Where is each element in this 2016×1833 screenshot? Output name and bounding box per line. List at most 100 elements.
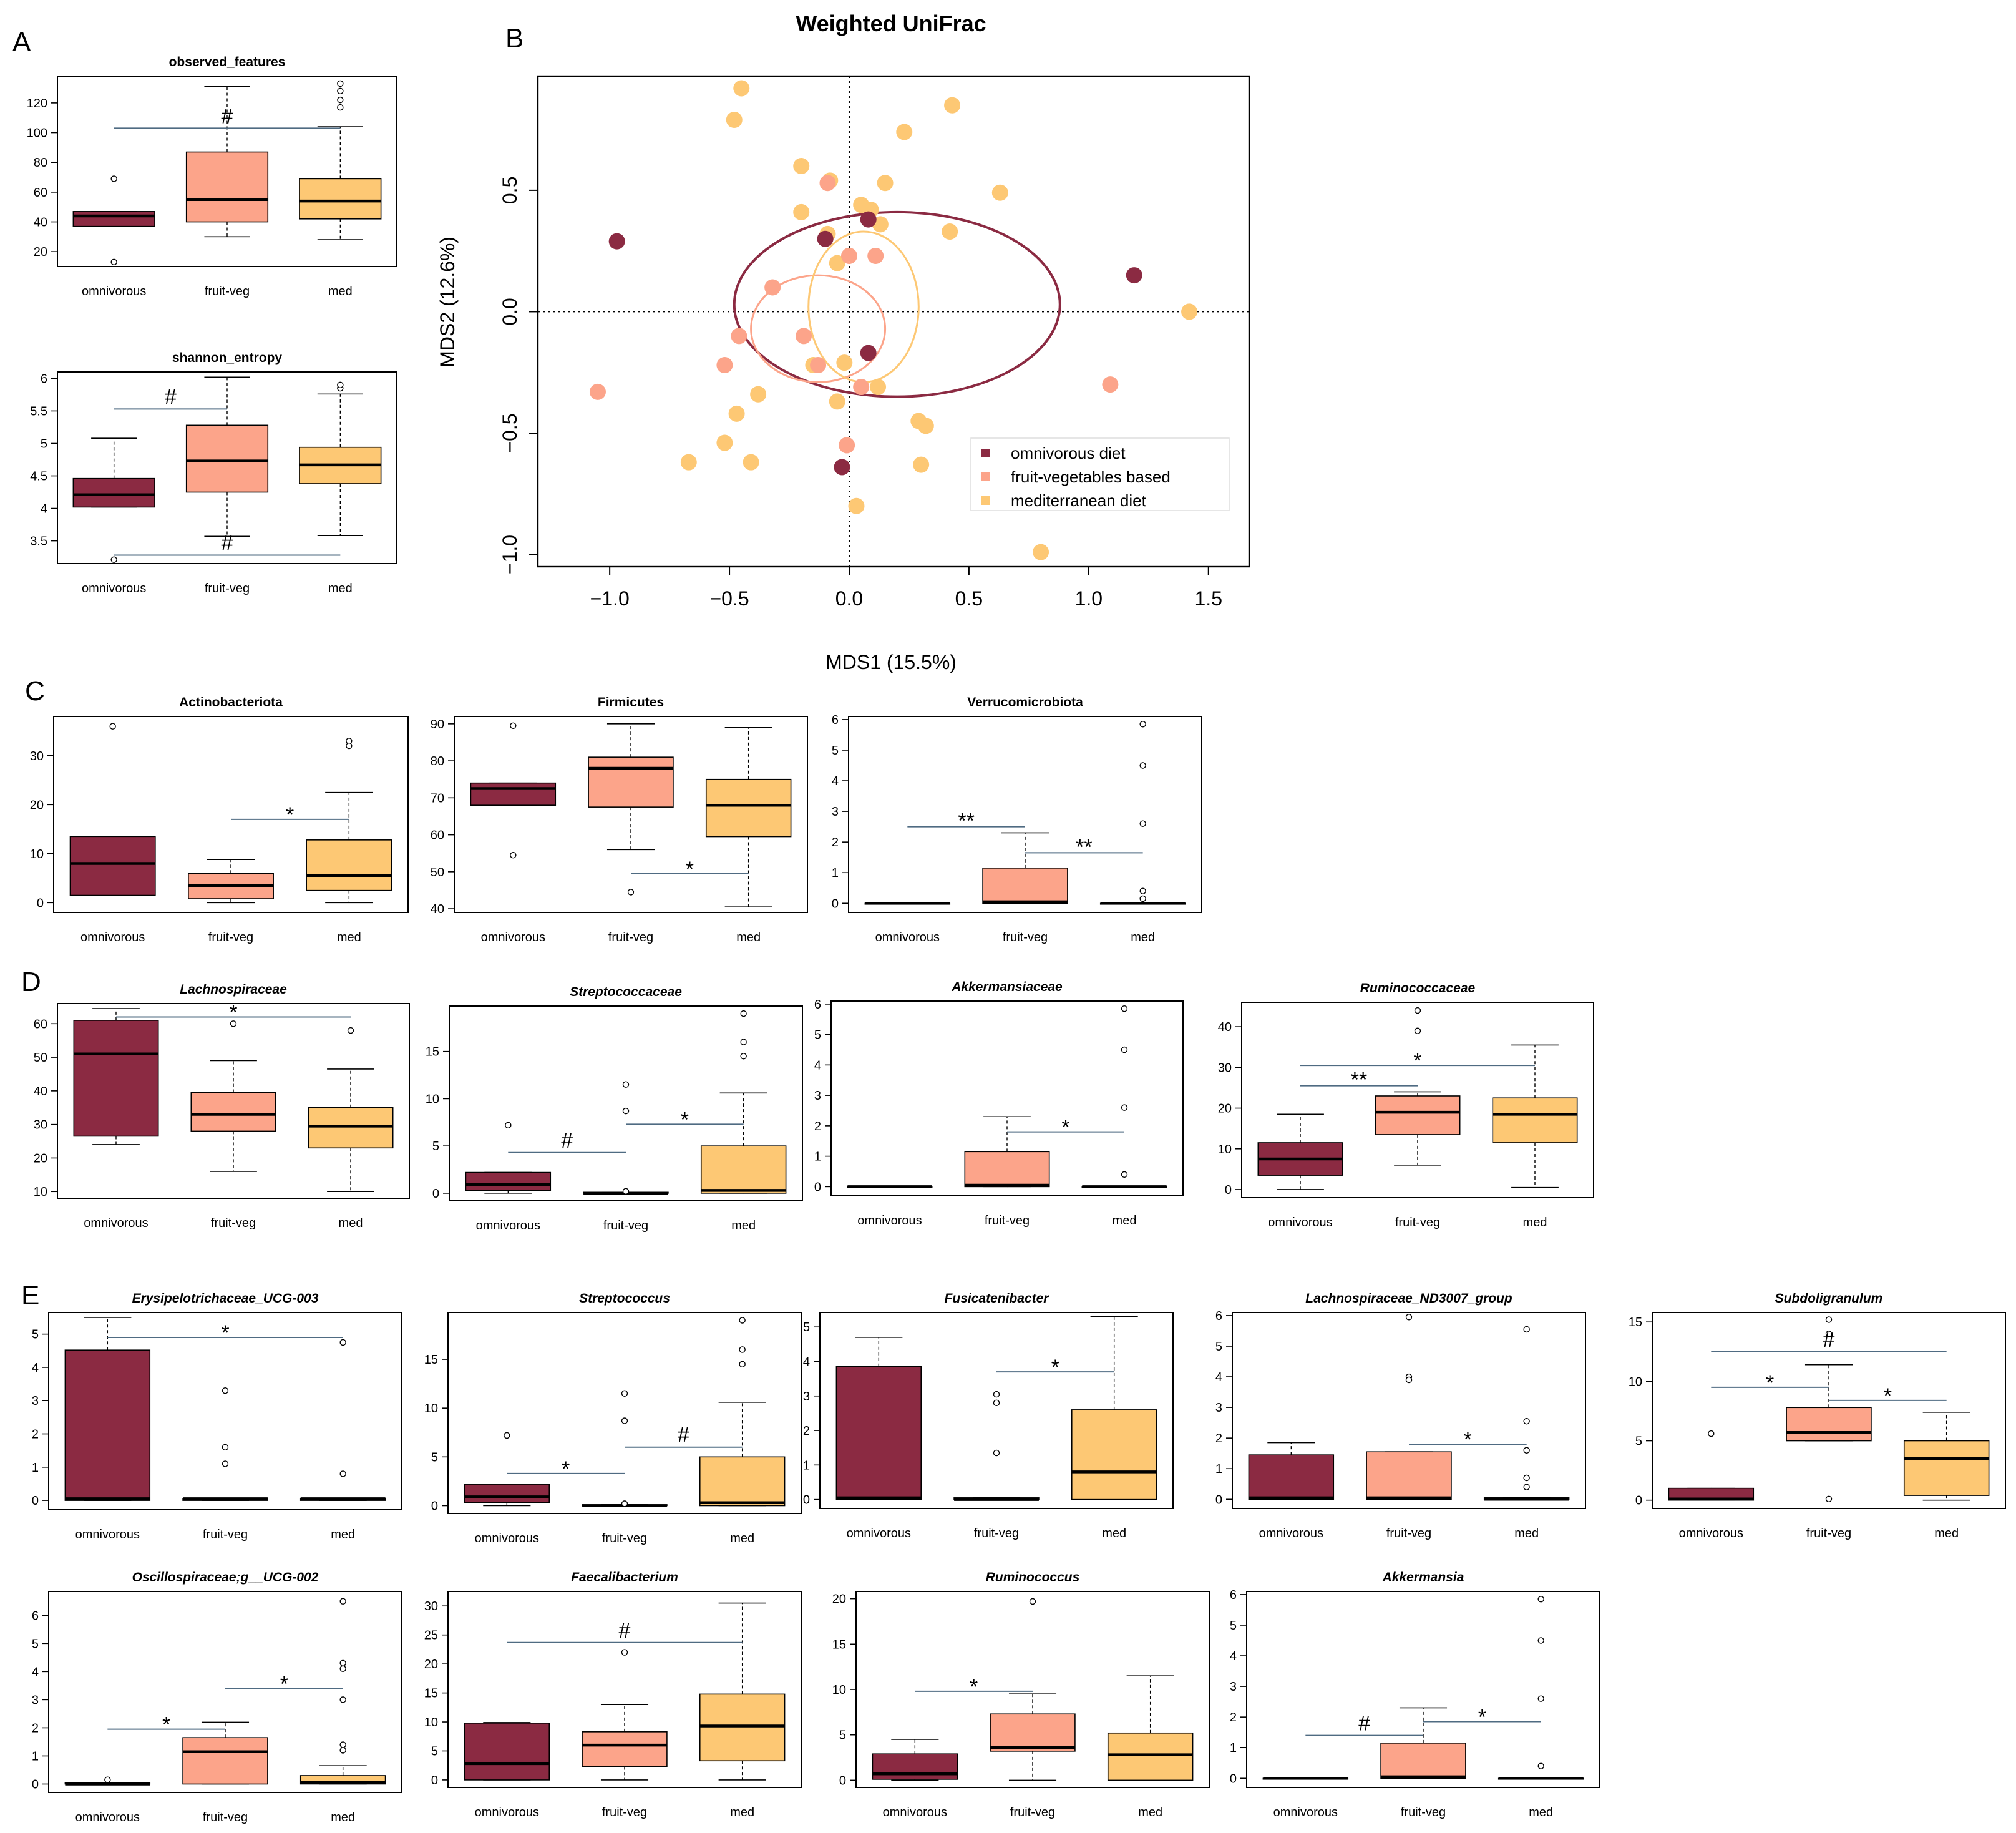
scatter-point-med [750,386,767,403]
box-fruit-veg [185,424,269,493]
y-tick-label: 3.5 [30,535,47,549]
outlier-point [1523,1484,1530,1490]
plot-frame [819,1312,1174,1509]
significance-label: * [562,1457,570,1481]
y-tick-label: 6 [1215,1309,1222,1323]
x-category-label: med [1529,1806,1553,1819]
box-med [705,778,792,838]
scatter-point-med [870,379,887,396]
y-tick-label: 0 [839,1774,846,1787]
significance-label: # [1358,1712,1370,1736]
x-category-label: omnivorous [84,1216,148,1230]
scatter-point-fruit_veg [589,383,606,400]
plot-frame [1652,1312,2006,1509]
outlier-point [339,1696,346,1703]
y-tick-label: 0 [32,1494,39,1508]
scatter-point-fruit_veg [853,379,870,396]
x-category-label: fruit-veg [208,931,253,944]
legend-box [970,437,1230,511]
scatter-point-med [716,434,733,451]
y-tick-label: 20 [30,798,44,812]
y-tick-label: 0.5 [499,177,521,204]
outlier-point [337,80,344,87]
plot-title: Actinobacteriota [179,695,283,710]
box-omnivorous [465,1171,552,1191]
outlier-point [1537,1596,1544,1603]
outlier-point [1139,895,1146,902]
x-category-label: med [1131,931,1155,944]
scatter-point-fruit_veg [716,357,733,374]
outlier-point [627,889,635,896]
y-axis-label: MDS2 (12.6%) [436,237,459,368]
y-tick-label: 5 [41,437,47,451]
outlier-point [740,1039,747,1045]
x-category-label: med [731,1219,756,1233]
scatter-point-med [942,223,958,240]
x-category-label: fruit-veg [211,1216,256,1230]
box-fruit-veg [1786,1407,1872,1442]
outlier-point [339,1665,346,1673]
y-tick-label: 30 [30,750,44,763]
scatter-point-fruit_veg [839,437,855,454]
x-category-label: omnivorous [1268,1216,1332,1229]
outlier-point [339,1741,346,1748]
y-tick-label: 120 [27,97,47,110]
x-category-label: omnivorous [82,582,146,595]
plot-frame [1232,1312,1586,1509]
outlier-point [347,1027,354,1034]
outlier-point [621,1390,628,1397]
outlier-point [505,1122,512,1129]
y-tick-label: 0 [814,1180,821,1194]
x-category-label: fruit-veg [1386,1527,1431,1540]
outlier-point [1537,1762,1544,1769]
y-tick-label: 4 [803,1356,810,1369]
x-category-label: fruit-veg [985,1214,1030,1228]
box-med [308,1107,394,1149]
box-med [1903,1440,1990,1496]
plot-title: Verrucomicrobiota [967,695,1083,710]
y-tick-label: 5 [432,1140,439,1153]
y-tick-label: 20 [34,245,47,259]
y-tick-label: 5 [1635,1435,1642,1449]
outlier-point [993,1449,1000,1457]
scatter-point-med [793,157,810,174]
y-tick-label: 0 [803,1493,810,1507]
outlier-point [739,1317,746,1324]
box-omnivorous [72,477,155,508]
y-tick-label: 2 [803,1424,810,1438]
y-tick-label: 6 [814,998,821,1012]
scatter-point-med [726,112,743,129]
y-tick-label: 20 [34,1151,47,1165]
y-tick-label: 20 [424,1658,438,1671]
y-tick-label: 15 [424,1353,438,1367]
y-tick-label: 20 [832,1593,846,1606]
plot-title: Subdoligranulum [1775,1291,1883,1306]
y-tick-label: 0 [1230,1772,1237,1786]
panel-letter-d: D [21,967,41,997]
y-tick-label: 10 [30,848,44,861]
y-tick-label: 60 [34,1017,47,1031]
plot-frame [48,1591,402,1793]
outlier-point [1825,1495,1833,1502]
y-tick-label: 1 [803,1459,810,1472]
significance-label: # [1823,1328,1835,1352]
outlier-point [1414,1027,1421,1034]
box-omnivorous [73,1020,159,1137]
scatter-point-fruit_veg [867,247,884,264]
y-tick-label: 10 [424,1402,438,1415]
scatter-point-fruit_veg [764,279,781,296]
box-fruit-veg [582,1731,668,1767]
scatter-point-fruit_veg [819,175,836,192]
significance-label: * [1478,1706,1486,1729]
outlier-point [230,1020,237,1027]
significance-label: ** [1351,1068,1367,1092]
outlier-point [1523,1326,1530,1333]
plot-title: Fusicatenibacter [945,1291,1050,1306]
x-category-label: omnivorous [475,1532,539,1545]
scatter-point-fruit_veg [731,328,747,345]
outlier-point [1523,1474,1530,1482]
x-category-label: omnivorous [481,931,545,944]
outlier-point [1523,1417,1530,1425]
y-tick-label: 3 [32,1693,39,1707]
y-tick-label: 0 [832,897,839,911]
